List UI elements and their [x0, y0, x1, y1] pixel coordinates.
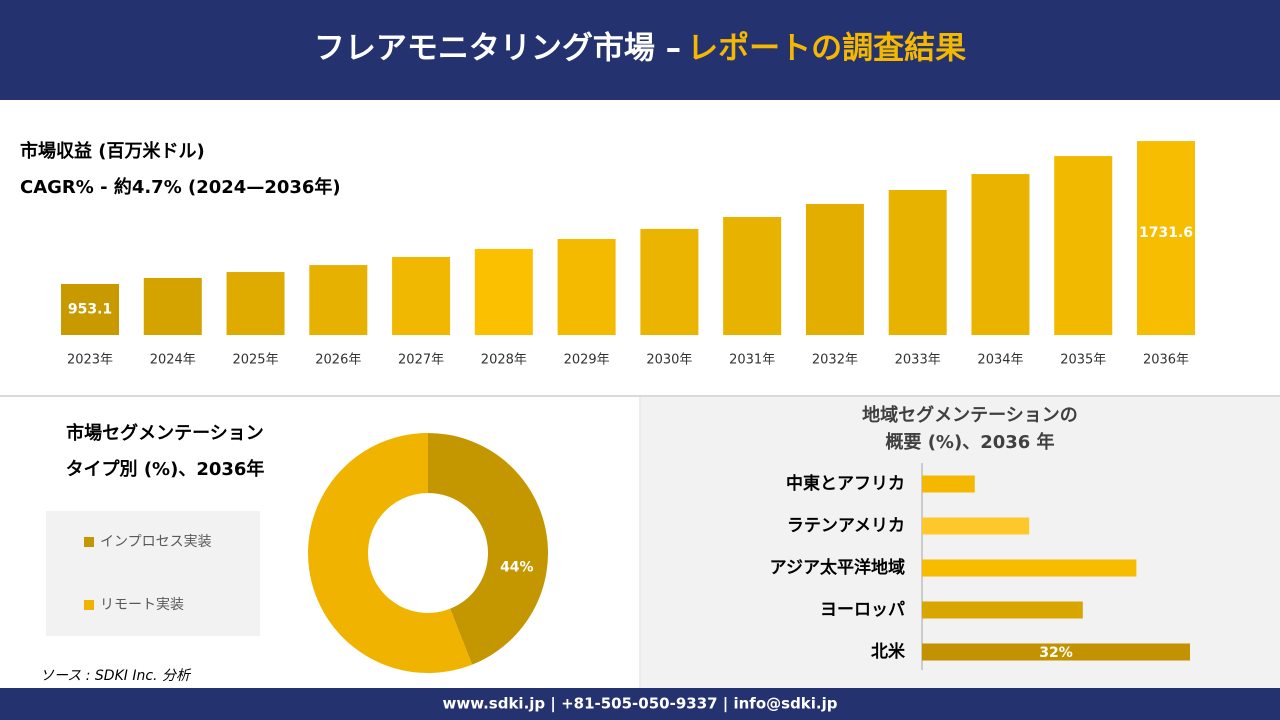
bar	[226, 272, 285, 335]
bar	[805, 203, 864, 335]
bar	[922, 601, 1083, 619]
x-tick-label: 2024年	[150, 353, 196, 368]
x-tick-label: 2034年	[977, 353, 1023, 368]
footer-contact: www.sdki.jp | +81-505-050-9337 | info@sd…	[442, 695, 837, 714]
bar	[922, 643, 1190, 661]
bar	[971, 174, 1030, 335]
bar	[309, 265, 368, 335]
y-tick-label: ラテンアメリカ	[787, 516, 905, 536]
bar	[888, 190, 947, 335]
x-tick-label: 2026年	[315, 353, 361, 368]
chart-subtitle: 概要 (%)、2036 年	[885, 431, 1054, 453]
header-highlight: レポートの調査結果	[687, 31, 966, 67]
x-tick-label: 2031年	[729, 353, 775, 368]
bar	[922, 475, 975, 493]
footer-bar	[0, 688, 1280, 720]
bar	[1137, 141, 1196, 335]
data-label: 1731.6	[1139, 225, 1193, 241]
bar	[61, 283, 119, 335]
bar	[922, 517, 1030, 535]
donut-slice	[308, 433, 473, 674]
data-label: 44%	[500, 559, 534, 575]
legend-box	[46, 511, 260, 636]
y-tick-label: 中東とアフリカ	[786, 473, 905, 494]
header-title: フレアモニタリング市場 –	[314, 31, 681, 67]
bar	[640, 228, 699, 335]
bar	[143, 277, 202, 335]
bar	[922, 559, 1137, 577]
source-note: ソース : SDKI Inc. 分析	[40, 668, 192, 684]
chart-subtitle: タイプ別 (%)、2036年	[66, 458, 265, 480]
x-tick-label: 2033年	[895, 353, 941, 368]
chart-title: 地域セグメンテーションの	[862, 404, 1078, 426]
bar	[474, 248, 533, 335]
legend-swatch	[84, 600, 94, 610]
x-tick-label: 2029年	[564, 353, 610, 368]
y-tick-label: ヨーロッパ	[820, 600, 905, 620]
bar	[1054, 156, 1113, 335]
legend-label: リモート実装	[100, 597, 184, 613]
x-tick-label: 2023年	[67, 353, 113, 368]
region-panel	[641, 397, 1280, 688]
x-tick-label: 2032年	[812, 353, 858, 368]
x-tick-label: 2036年	[1143, 353, 1189, 368]
y-tick-label: アジア太平洋地域	[770, 557, 905, 578]
bar	[392, 256, 451, 335]
x-tick-label: 2030年	[646, 353, 692, 368]
donut-slice	[428, 433, 549, 665]
x-tick-label: 2025年	[232, 353, 278, 368]
data-label: 32%	[1039, 645, 1073, 661]
legend-label: インプロセス実装	[100, 534, 212, 550]
data-label: 953.1	[68, 301, 112, 317]
bar	[557, 239, 616, 335]
chart-subtitle: CAGR% - 約4.7% (2024—2036年)	[20, 176, 341, 198]
x-tick-label: 2028年	[481, 353, 527, 368]
legend-swatch	[84, 537, 94, 547]
x-tick-label: 2027年	[398, 353, 444, 368]
x-tick-label: 2035年	[1060, 353, 1106, 368]
chart-title: 市場収益 (百万米ドル)	[20, 140, 205, 162]
bar	[723, 216, 782, 335]
chart-title: 市場セグメンテーション	[66, 422, 264, 444]
header-bar	[0, 0, 1280, 100]
y-tick-label: 北米	[871, 641, 906, 662]
